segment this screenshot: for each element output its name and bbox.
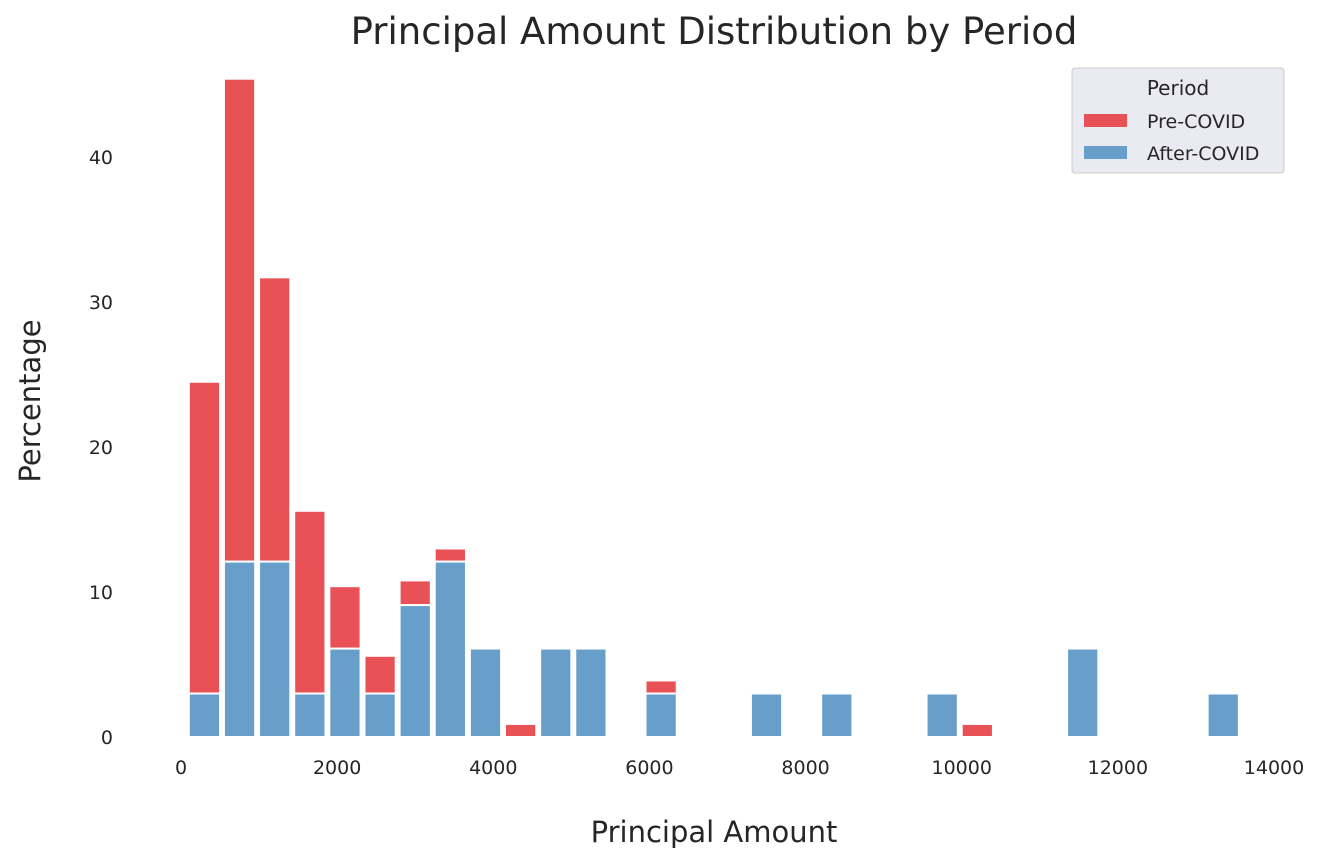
bar-after-covid-7 (433, 560, 467, 738)
x-axis-title: Principal Amount (591, 815, 838, 849)
bar-pre-covid-0 (187, 380, 222, 695)
y-tick-label: 40 (89, 147, 113, 169)
x-tick-label: 10000 (931, 757, 991, 779)
bar-after-covid-2 (258, 560, 292, 738)
x-tick-label: 6000 (625, 757, 673, 779)
x-axis-ticks: 0 2000 4000 6000 8000 10000 12000 14000 (175, 757, 1304, 779)
x-tick-label: 2000 (313, 757, 361, 779)
bars-layer (187, 77, 1240, 739)
legend-label-after-covid: After-COVID (1147, 143, 1259, 165)
y-tick-label: 0 (101, 727, 113, 749)
bar-pre-covid-12 (644, 679, 678, 695)
bar-after-covid-13 (749, 692, 784, 738)
bar-after-covid-11 (574, 647, 608, 738)
y-axis-title: Percentage (13, 319, 47, 482)
x-tick-label: 14000 (1244, 757, 1304, 779)
x-tick-label: 8000 (781, 757, 829, 779)
legend: Period Pre-COVID After-COVID (1071, 67, 1285, 174)
chart-title: Principal Amount Distribution by Period (351, 10, 1078, 53)
bar-pre-covid-9 (503, 722, 538, 739)
bar-after-covid-15 (925, 692, 959, 738)
bar-after-covid-1 (222, 560, 257, 738)
bar-pre-covid-4 (328, 585, 362, 650)
bar-after-covid-6 (398, 604, 432, 738)
bar-after-covid-0 (187, 692, 222, 738)
bar-pre-covid-16 (960, 722, 994, 739)
bar-after-covid-12 (644, 692, 678, 738)
bar-pre-covid-3 (293, 509, 327, 695)
y-tick-label: 30 (89, 292, 113, 314)
bar-pre-covid-2 (258, 276, 292, 563)
bar-after-covid-17 (1066, 647, 1100, 738)
legend-title: Period (1147, 76, 1209, 100)
bar-pre-covid-7 (433, 547, 467, 563)
bar-after-covid-4 (328, 647, 362, 738)
x-tick-label: 0 (175, 757, 187, 779)
bar-after-covid-8 (468, 647, 503, 738)
legend-label-pre-covid: Pre-COVID (1147, 111, 1245, 133)
bar-pre-covid-1 (222, 77, 257, 563)
bar-after-covid-14 (820, 692, 854, 738)
bar-after-covid-3 (293, 692, 327, 738)
x-tick-label: 4000 (469, 757, 517, 779)
bar-pre-covid-6 (398, 579, 432, 607)
bar-after-covid-10 (539, 647, 573, 738)
legend-swatch-after-covid (1084, 146, 1127, 159)
y-axis-ticks: 0 10 20 30 40 (89, 147, 113, 749)
legend-swatch-pre-covid (1084, 114, 1127, 127)
bar-after-covid-5 (363, 692, 397, 738)
y-tick-label: 20 (89, 437, 113, 459)
y-tick-label: 10 (89, 582, 113, 604)
x-tick-label: 12000 (1088, 757, 1148, 779)
bar-pre-covid-5 (363, 654, 397, 695)
bar-after-covid-18 (1206, 692, 1240, 738)
